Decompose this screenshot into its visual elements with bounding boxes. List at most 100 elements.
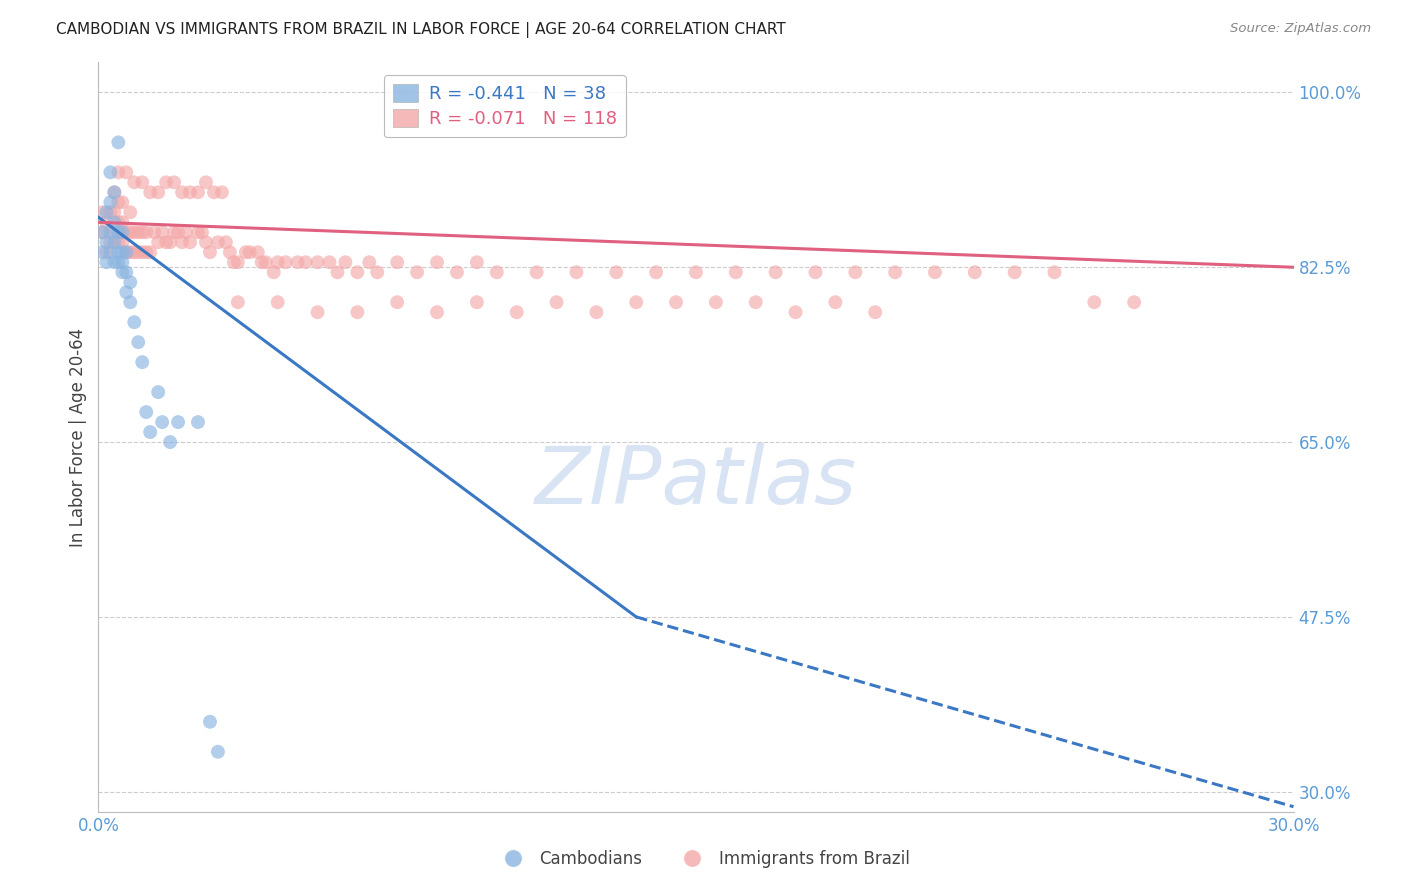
Point — [785, 305, 807, 319]
Legend: R = -0.441   N = 38, R = -0.071   N = 118: R = -0.441 N = 38, R = -0.071 N = 118 — [384, 75, 626, 137]
Point — [120, 295, 142, 310]
Point — [346, 265, 368, 279]
Point — [804, 265, 827, 279]
Point — [963, 265, 986, 279]
Point — [131, 245, 153, 260]
Point — [148, 235, 170, 250]
Point — [96, 245, 118, 260]
Point — [150, 415, 173, 429]
Point — [135, 245, 157, 260]
Point — [115, 245, 138, 260]
Point — [96, 205, 118, 219]
Point — [546, 295, 568, 310]
Point — [307, 255, 329, 269]
Point — [1004, 265, 1026, 279]
Point — [366, 265, 388, 279]
Point — [91, 245, 114, 260]
Point — [103, 215, 125, 229]
Point — [179, 186, 201, 200]
Point — [824, 295, 846, 310]
Point — [335, 255, 357, 269]
Point — [865, 305, 887, 319]
Point — [124, 315, 146, 329]
Point — [207, 745, 229, 759]
Point — [115, 225, 138, 239]
Point — [167, 225, 190, 239]
Point — [426, 255, 449, 269]
Point — [98, 165, 122, 179]
Point — [359, 255, 381, 269]
Point — [226, 255, 249, 269]
Point — [318, 255, 340, 269]
Point — [346, 305, 368, 319]
Point — [626, 295, 648, 310]
Point — [150, 225, 173, 239]
Point — [98, 225, 122, 239]
Point — [98, 245, 122, 260]
Point — [198, 714, 221, 729]
Point — [202, 186, 225, 200]
Point — [215, 235, 238, 250]
Point — [195, 175, 218, 189]
Point — [174, 225, 197, 239]
Point — [195, 235, 218, 250]
Point — [96, 215, 118, 229]
Point — [139, 245, 162, 260]
Point — [207, 235, 229, 250]
Point — [485, 265, 508, 279]
Point — [148, 186, 170, 200]
Point — [211, 186, 233, 200]
Point — [148, 385, 170, 400]
Point — [187, 415, 209, 429]
Point — [120, 245, 142, 260]
Point — [385, 255, 409, 269]
Point — [124, 175, 146, 189]
Point — [155, 235, 177, 250]
Point — [107, 215, 129, 229]
Point — [107, 255, 129, 269]
Point — [1043, 265, 1066, 279]
Point — [263, 265, 285, 279]
Point — [107, 235, 129, 250]
Point — [98, 235, 122, 250]
Point — [115, 285, 138, 300]
Point — [704, 295, 727, 310]
Point — [120, 275, 142, 289]
Point — [1083, 295, 1105, 310]
Point — [526, 265, 548, 279]
Point — [107, 225, 129, 239]
Point — [96, 235, 118, 250]
Point — [246, 245, 269, 260]
Point — [167, 415, 190, 429]
Point — [103, 205, 125, 219]
Point — [287, 255, 309, 269]
Point — [131, 355, 153, 369]
Point — [163, 175, 186, 189]
Point — [924, 265, 946, 279]
Point — [139, 186, 162, 200]
Point — [307, 305, 329, 319]
Point — [226, 295, 249, 310]
Point — [135, 225, 157, 239]
Point — [103, 255, 125, 269]
Point — [506, 305, 529, 319]
Point — [250, 255, 273, 269]
Legend: Cambodians, Immigrants from Brazil: Cambodians, Immigrants from Brazil — [489, 844, 917, 875]
Point — [131, 175, 153, 189]
Point — [465, 255, 488, 269]
Point — [163, 225, 186, 239]
Point — [103, 186, 125, 200]
Point — [406, 265, 429, 279]
Point — [107, 165, 129, 179]
Text: ZIPatlas: ZIPatlas — [534, 443, 858, 521]
Point — [585, 305, 607, 319]
Point — [426, 305, 449, 319]
Point — [127, 335, 149, 350]
Point — [191, 225, 214, 239]
Point — [267, 255, 290, 269]
Point — [326, 265, 349, 279]
Point — [239, 245, 262, 260]
Point — [219, 245, 242, 260]
Point — [1123, 295, 1146, 310]
Text: Source: ZipAtlas.com: Source: ZipAtlas.com — [1230, 22, 1371, 36]
